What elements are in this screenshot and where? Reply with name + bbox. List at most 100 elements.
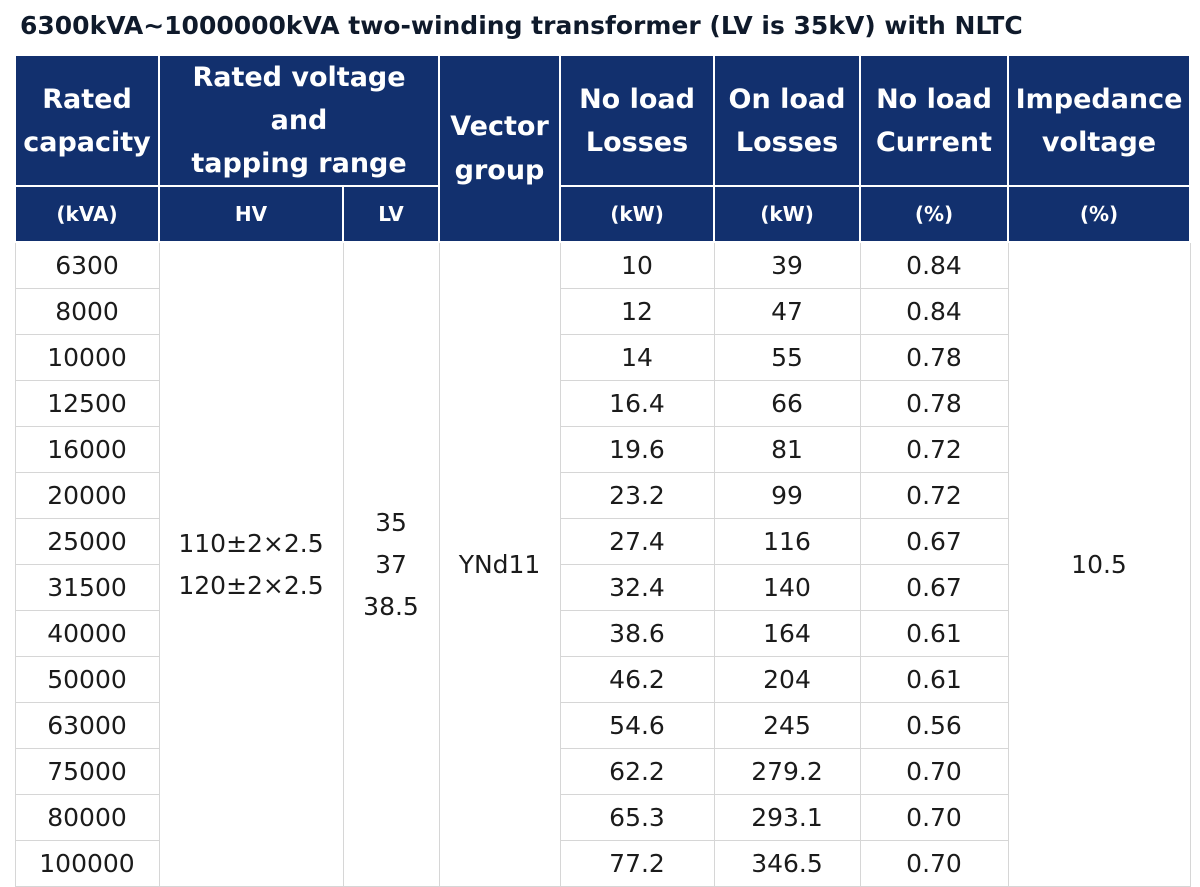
no-load-losses-cell: 14 [559,334,715,381]
on-load-losses-cell: 55 [713,334,861,381]
header-no-load-current: No load Current [859,54,1010,187]
on-load-losses-cell: 293.1 [713,794,861,841]
hv-cell: 110±2×2.5 120±2×2.5 [158,241,344,887]
table-row: 31500 32.4 140 0.67 [14,564,1190,611]
capacity-cell: 63000 [14,702,160,749]
no-load-current-cell: 0.61 [859,656,1009,703]
header-rated-voltage: Rated voltage and tapping range [157,54,441,187]
no-load-losses-cell: 38.6 [559,610,715,657]
on-load-losses-cell: 47 [713,288,861,335]
table-row: 20000 23.2 99 0.72 [14,472,1190,519]
no-load-losses-cell: 23.2 [559,472,715,519]
capacity-cell: 12500 [14,380,160,427]
table-row: 16000 19.6 81 0.72 [14,426,1190,473]
table-row: 50000 46.2 204 0.61 [14,656,1190,703]
capacity-cell: 10000 [14,334,160,381]
on-load-losses-cell: 66 [713,380,861,427]
lv-value: 38.5 [363,591,419,621]
unit-no-load-current: (%) [859,185,1010,243]
no-load-losses-cell: 65.3 [559,794,715,841]
header-no-load-losses: No load Losses [559,54,716,187]
lv-value: 37 [375,549,407,579]
header-impedance-voltage: Impedance voltage [1007,54,1192,187]
on-load-losses-cell: 39 [713,241,861,289]
header-no-load-current-line1: No load [876,83,992,115]
header-no-load-current-line2: Current [875,126,993,158]
header-rated-voltage-line1: Rated voltage and [192,62,406,136]
table-row: 63000 54.6 245 0.56 [14,702,1190,749]
on-load-losses-cell: 204 [713,656,861,703]
no-load-current-cell: 0.61 [859,610,1009,657]
no-load-current-cell: 0.72 [859,426,1009,473]
on-load-losses-cell: 116 [713,518,861,565]
header-vector-group-line1: Vector [450,110,549,142]
no-load-losses-cell: 54.6 [559,702,715,749]
header-rated-capacity-line2: capacity [23,126,151,158]
on-load-losses-cell: 279.2 [713,748,861,795]
capacity-cell: 50000 [14,656,160,703]
on-load-losses-cell: 346.5 [713,840,861,887]
lv-value: 35 [375,507,407,537]
no-load-current-cell: 0.78 [859,380,1009,427]
no-load-losses-cell: 32.4 [559,564,715,611]
hv-value: 120±2×2.5 [178,570,324,600]
no-load-current-cell: 0.84 [859,288,1009,335]
on-load-losses-cell: 140 [713,564,861,611]
table-row: 12500 16.4 66 0.78 [14,380,1190,427]
page-title: 6300kVA~1000000kVA two-winding transform… [20,11,1023,40]
no-load-current-cell: 0.84 [859,241,1009,289]
capacity-cell: 31500 [14,564,160,611]
header-rated-capacity-line1: Rated [42,83,132,115]
unit-hv: HV [158,185,344,243]
no-load-losses-cell: 16.4 [559,380,715,427]
no-load-losses-cell: 12 [559,288,715,335]
no-load-losses-cell: 19.6 [559,426,715,473]
no-load-losses-cell: 77.2 [559,840,715,887]
no-load-current-cell: 0.67 [859,518,1009,565]
capacity-cell: 75000 [14,748,160,795]
vector-group-cell: YNd11 [438,241,561,887]
capacity-cell: 80000 [14,794,160,841]
no-load-current-cell: 0.70 [859,794,1009,841]
unit-no-load-losses: (kW) [559,185,716,243]
no-load-current-cell: 0.78 [859,334,1009,381]
no-load-current-cell: 0.72 [859,472,1009,519]
header-rated-voltage-line2: tapping range [191,148,407,179]
transformer-spec-table: Rated capacity Rated voltage and tapping… [14,54,1192,887]
unit-impedance: (%) [1007,185,1192,243]
on-load-losses-cell: 99 [713,472,861,519]
table-row: 25000 27.4 116 0.67 [14,518,1190,565]
no-load-current-cell: 0.70 [859,748,1009,795]
capacity-cell: 40000 [14,610,160,657]
header-on-load-losses-line2: Losses [735,126,839,158]
on-load-losses-cell: 81 [713,426,861,473]
on-load-losses-cell: 164 [713,610,861,657]
hv-value: 110±2×2.5 [178,528,324,558]
header-no-load-losses-line2: Losses [585,126,689,158]
capacity-cell: 8000 [14,288,160,335]
header-rated-capacity: Rated capacity [14,54,160,187]
unit-lv: LV [341,185,441,243]
impedance-cell: 10.5 [1007,241,1191,887]
no-load-losses-cell: 46.2 [559,656,715,703]
unit-capacity: (kVA) [14,185,160,243]
capacity-cell: 6300 [14,241,160,289]
header-vector-group: Vector group [438,54,562,243]
capacity-cell: 16000 [14,426,160,473]
header-no-load-losses-line1: No load [579,83,695,115]
on-load-losses-cell: 245 [713,702,861,749]
header-vector-group-line2: group [454,154,545,186]
table-row: 75000 62.2 279.2 0.70 [14,748,1190,795]
no-load-current-cell: 0.56 [859,702,1009,749]
header-on-load-losses-line1: On load [728,83,846,115]
unit-on-load-losses: (kW) [713,185,862,243]
capacity-cell: 20000 [14,472,160,519]
header-impedance-voltage-line2: voltage [1041,126,1157,158]
capacity-cell: 100000 [14,840,160,887]
table-row: 6300 110±2×2.5 120±2×2.5 35 37 38.5 YNd1… [14,241,1191,887]
header-on-load-losses: On load Losses [713,54,862,187]
no-load-losses-cell: 10 [559,241,715,289]
capacity-cell: 25000 [14,518,160,565]
no-load-current-cell: 0.70 [859,840,1009,887]
lv-cell: 35 37 38.5 [342,241,440,887]
